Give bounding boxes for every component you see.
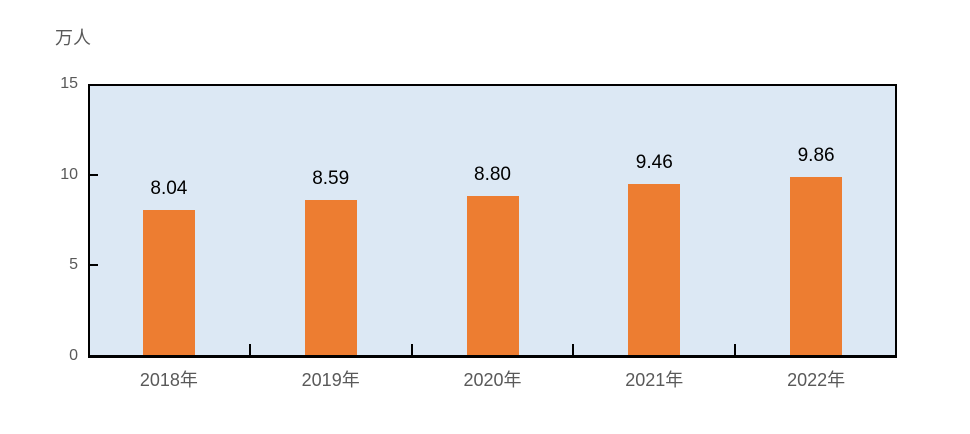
bar-value-label: 8.04 (150, 178, 188, 200)
x-tick-mark (734, 344, 737, 355)
x-tick-mark (410, 344, 413, 355)
bar (628, 184, 681, 355)
x-tick-label: 2022年 (787, 370, 846, 390)
bar-value-label: 8.80 (474, 164, 511, 186)
bar (304, 200, 357, 355)
bar (142, 210, 195, 355)
bar (466, 196, 519, 355)
bar-value-label: 8.59 (312, 168, 350, 190)
y-tick-label: 15 (60, 75, 78, 92)
y-tick-mark (90, 264, 98, 267)
x-tick-label: 2020年 (463, 370, 522, 390)
x-tick-label: 2019年 (301, 370, 360, 390)
bar (790, 177, 843, 355)
y-tick-label: 0 (69, 347, 78, 364)
y-tick-label: 10 (60, 165, 78, 183)
x-tick-label: 2018年 (139, 370, 198, 390)
x-tick-mark (248, 344, 251, 355)
bar-value-label: 9.86 (797, 145, 835, 167)
x-tick-mark (572, 344, 575, 355)
y-tick-label: 5 (69, 256, 78, 274)
x-tick-label: 2021年 (625, 370, 684, 390)
y-axis-unit-label: 万人 (55, 28, 91, 48)
y-tick-mark (90, 173, 98, 176)
bar-value-label: 9.46 (635, 152, 673, 174)
